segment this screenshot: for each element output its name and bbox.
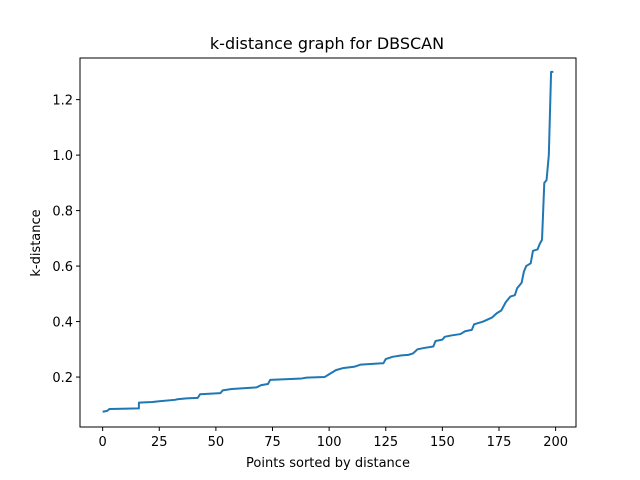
x-axis-label: Points sorted by distance: [246, 456, 410, 471]
y-tick-label: 0.6: [52, 260, 73, 275]
x-tick-label: 25: [151, 435, 168, 450]
y-tick-label: 0.4: [52, 316, 73, 331]
x-tick-label: 75: [264, 435, 281, 450]
chart-title: k-distance graph for DBSCAN: [210, 34, 444, 53]
y-tick-label: 0.8: [52, 205, 73, 220]
x-axis-ticks: 0 25 50 75 100 125 150 175 200: [99, 427, 568, 450]
y-axis-label: k-distance: [29, 209, 44, 276]
x-tick-label: 175: [487, 435, 512, 450]
x-tick-label: 100: [317, 435, 342, 450]
y-tick-label: 1.2: [52, 94, 73, 109]
y-tick-label: 0.2: [52, 371, 73, 386]
x-tick-label: 50: [208, 435, 225, 450]
plot-area: [102, 70, 554, 413]
x-tick-label: 150: [430, 435, 455, 450]
x-tick-label: 0: [99, 435, 107, 450]
y-tick-label: 1.0: [52, 149, 73, 164]
x-tick-label: 125: [373, 435, 398, 450]
axes-frame: [79, 57, 577, 428]
y-axis-ticks: 0.2 0.4 0.6 0.8 1.0 1.2: [52, 94, 80, 386]
k-distance-series-line: [102, 70, 554, 413]
x-tick-label: 200: [543, 435, 568, 450]
